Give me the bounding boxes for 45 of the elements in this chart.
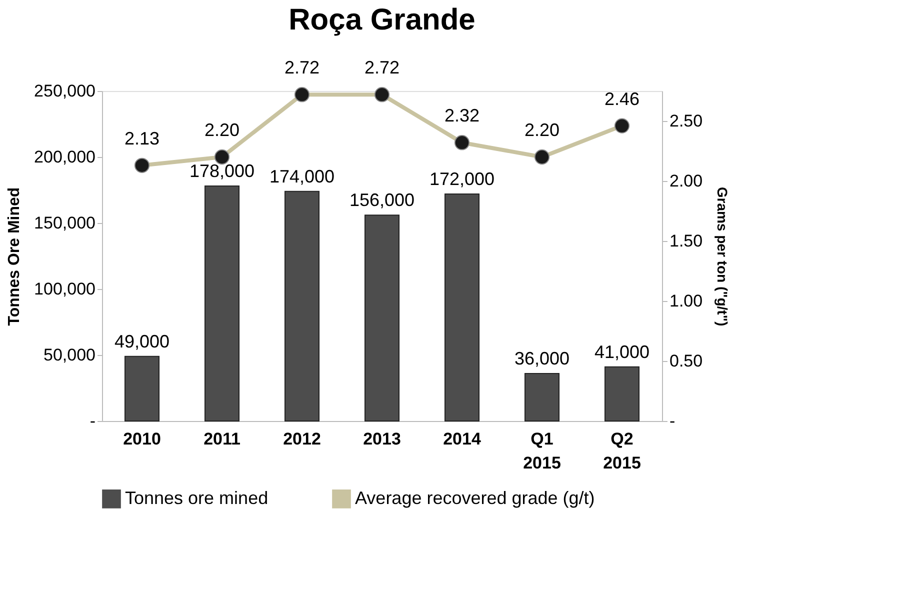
y-tick-label: - bbox=[90, 412, 96, 430]
data-label: 156,000 bbox=[349, 190, 415, 210]
legend-label: Tonnes ore mined bbox=[125, 488, 268, 508]
data-label: 172,000 bbox=[429, 168, 495, 189]
y-tick-label: 250,000 bbox=[34, 82, 96, 100]
bar bbox=[604, 366, 640, 422]
y2-tick-label: 1.50 bbox=[670, 232, 703, 250]
data-label: 2.20 bbox=[524, 120, 560, 140]
data-label: 178,000 bbox=[189, 161, 255, 182]
bar bbox=[524, 372, 560, 422]
x-tick-label: 2014 bbox=[443, 430, 482, 448]
data-label: 174,000 bbox=[269, 166, 335, 186]
x-tick-label: 2012 bbox=[283, 430, 321, 448]
chart-title: Roça Grande bbox=[288, 4, 476, 37]
y-tick-label: 50,000 bbox=[44, 346, 96, 364]
y2-tick-label: 2.00 bbox=[670, 172, 703, 190]
y2-tick-label: 1.00 bbox=[670, 292, 703, 310]
y-tick-label: 100,000 bbox=[34, 280, 96, 298]
bar bbox=[284, 190, 320, 422]
data-label: 2.72 bbox=[284, 58, 320, 78]
y2-axis-title: Grams per ton ("g/t") bbox=[714, 186, 731, 326]
data-label: 2.46 bbox=[604, 88, 640, 109]
data-label: 2.32 bbox=[444, 106, 480, 126]
y2-tick-label: - bbox=[670, 412, 676, 430]
data-label: 49,000 bbox=[114, 331, 170, 352]
data-label: 2.13 bbox=[124, 128, 160, 148]
legend-label: Average recovered grade (g/t) bbox=[355, 488, 595, 508]
y-tick-label: 150,000 bbox=[34, 214, 96, 232]
x-tick-label: Q1 2015 bbox=[523, 430, 561, 472]
x-tick-label: 2010 bbox=[123, 430, 161, 448]
x-tick-label: 2011 bbox=[204, 430, 240, 448]
data-label: 41,000 bbox=[594, 342, 650, 362]
bar bbox=[124, 356, 160, 422]
y-axis-title: Tonnes Ore Mined bbox=[6, 187, 24, 326]
x-tick-label: Q2 2015 bbox=[603, 430, 641, 472]
y-tick-label: 200,000 bbox=[34, 148, 96, 166]
data-label: 36,000 bbox=[514, 348, 570, 368]
bar bbox=[364, 214, 400, 422]
bar bbox=[444, 193, 480, 422]
data-label: 2.20 bbox=[204, 120, 240, 140]
y2-tick-label: 2.50 bbox=[670, 112, 703, 130]
data-label: 2.72 bbox=[364, 58, 400, 78]
x-tick-label: 2013 bbox=[363, 430, 401, 448]
y2-tick-label: 0.50 bbox=[670, 352, 703, 370]
bar bbox=[204, 186, 240, 422]
